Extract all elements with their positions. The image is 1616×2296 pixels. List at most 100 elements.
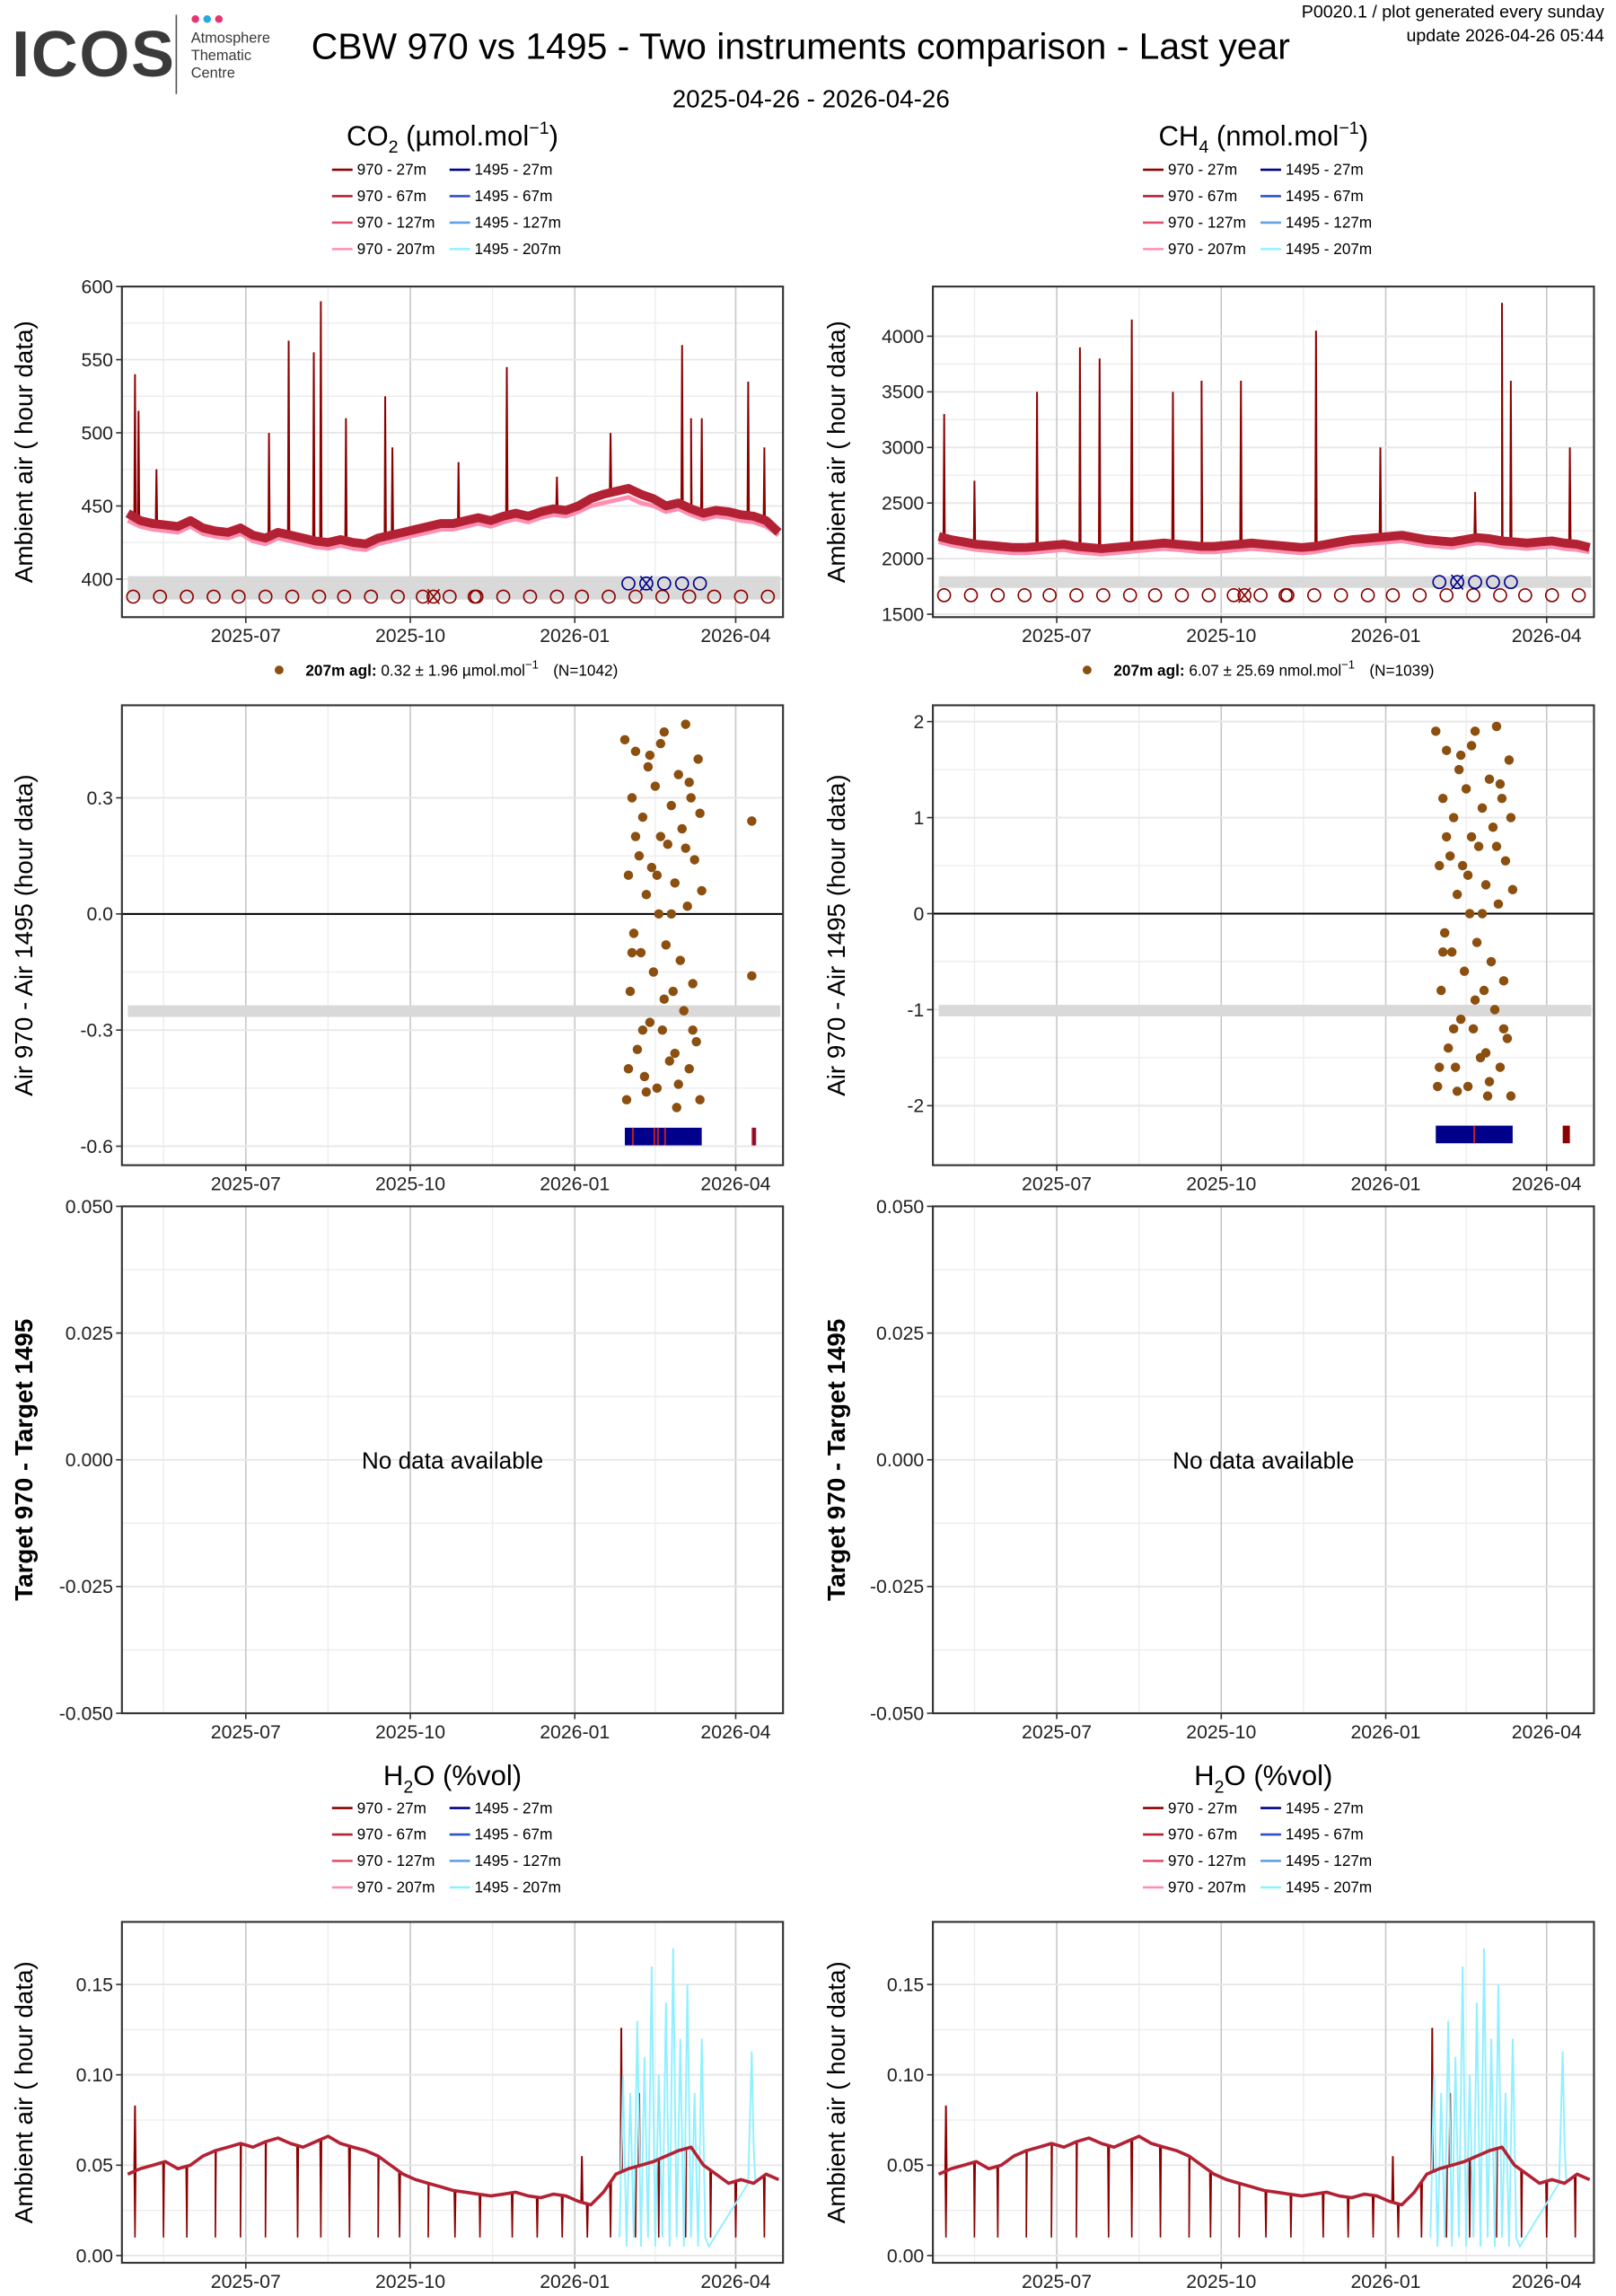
y-tick-label: 450 [82,496,113,517]
scatter-point [1448,1024,1459,1034]
legend-label: 970 - 27m [357,1799,426,1817]
legend-label: 970 - 207m [357,240,435,258]
y-tick-label: 0.10 [76,2064,113,2086]
y-tick-label: 600 [82,276,113,297]
co2-stats: 207m agl: 0.32 ± 1.96 µmol.mol−1 (N=1042) [275,658,618,680]
legend-label: 1495 - 127m [475,1852,561,1869]
scatter-point [1455,1014,1466,1025]
y-tick-label: 0.025 [66,1323,113,1344]
plot-area [127,1948,779,2249]
marker-970-circle [654,589,670,604]
h2o-title-left: H2O (%vol) [383,1760,522,1797]
y-tick-label: 3000 [882,437,924,459]
page-title: CBW 970 vs 1495 - Two instruments compar… [312,25,1290,66]
scatter-point [637,1025,648,1035]
legend-label: 1495 - 27m [1286,161,1364,179]
scatter-point [682,901,692,911]
y-tick-label: 500 [82,422,113,444]
y-tick-label: -0.025 [870,1576,924,1597]
marker-970-circle [1095,588,1111,603]
plot-area [933,721,1594,1144]
scatter-point [1437,947,1448,957]
scatter-point [1457,860,1468,871]
meta-line-1: P0020.1 / plot generated every sunday [1302,3,1604,22]
scatter-point [672,1103,681,1113]
y-tick-label: 3500 [882,382,924,403]
scatter-point [747,816,757,826]
scatter-point [652,1083,663,1094]
scatter-point [1507,884,1518,895]
y-tick-label: 0.10 [887,2064,924,2086]
marker-1495-circle [1468,575,1482,590]
marker-970-circle [364,589,379,604]
marker-970-circle [416,589,430,604]
scatter-point [1497,793,1507,804]
co2-title: CO2 (µmol.mol−1) [347,119,558,157]
scatter-point [1468,1024,1479,1034]
marker-970-circle [936,588,952,603]
panel-ch4-ambient: 2025-07 2025-10 2026-01 2026-04 1500 2000 2500… [822,286,1595,647]
scatter-point [686,793,696,803]
y-axis-title: Air 970 - Air 1495 (hour data) [822,774,850,1095]
marker-970-circle [1571,588,1586,603]
scatter-point [636,947,646,958]
legend-label: 970 - 67m [357,1825,426,1843]
marker-970-circle [760,589,776,604]
legend-label: 970 - 207m [1168,1878,1246,1896]
scatter-point [1461,784,1471,794]
x-tick-label: 2026-04 [700,2271,770,2292]
scatter-point [666,800,677,811]
x-tick-label: 2025-10 [375,1721,445,1743]
legend-label: 970 - 127m [1168,1852,1246,1869]
marker-970-circle [1412,588,1427,603]
scatter-point [650,781,661,791]
date-range: 2025-04-26 - 2026-04-26 [672,84,950,112]
flag-bar-1495 [624,1127,702,1146]
y-axis-title: Ambient air ( hour data) [10,1961,38,2223]
x-tick-label: 2025-10 [1186,625,1256,647]
panel-ch4-diff: 2025-07 2025-10 2026-01 2026-04 -2 -1 0 1 2 Air 9… [822,704,1595,1194]
y-tick-label: 2500 [882,493,924,515]
marker-970-circle [1237,588,1252,603]
scatter-point [675,955,685,965]
legend-label: 970 - 27m [357,161,426,179]
marker-970-circle [523,589,538,604]
y-tick-label: 0.0 [86,903,113,925]
logo-dot-icon [203,15,211,23]
y-tick-label: 0.00 [887,2245,924,2266]
legend-label: 1495 - 207m [475,1878,561,1896]
scatter-point [1470,995,1480,1005]
marker-970-circle [733,589,749,604]
scatter-point [747,971,757,981]
x-tick-label: 2026-04 [700,625,770,647]
plot-area [936,303,1592,603]
marker-970-circle [1517,588,1533,603]
panel-co2-diff: 2025-07 2025-10 2026-01 2026-04 -0.6 -0.3 0.0 0… [10,704,785,1194]
x-tick-label: 2025-07 [211,1721,281,1743]
scatter-point [1464,909,1475,919]
scatter-point [673,1079,683,1089]
scatter-point [643,761,654,772]
scatter-point [625,986,636,997]
scatter-point [661,940,672,950]
panel-frame [120,704,785,1166]
flag-tick-970 [631,1127,634,1146]
series-1495-207m [619,1948,757,2249]
x-tick-label: 2025-10 [375,625,445,647]
scatter-point [659,994,670,1004]
x-tick-label: 2026-01 [1350,625,1420,647]
x-tick-label: 2026-01 [1350,2271,1420,2292]
no-data-label: No data available [362,1447,543,1474]
legend-label: 1495 - 207m [475,240,561,258]
y-tick-label: 0.025 [876,1323,924,1344]
x-tick-label: 2025-10 [1186,1721,1256,1743]
marker-1495-cross [1450,574,1464,590]
y-tick-label: 0.3 [86,787,113,809]
scatter-point [664,1056,675,1066]
scatter-point [1495,1062,1506,1072]
legend-label: 1495 - 127m [1286,214,1372,232]
legend: 970 - 27m 1495 - 27m 970 - 67m 1495 - 67m 97… [1143,161,1372,258]
x-tick-label: 2026-01 [1350,1721,1420,1743]
marker-970-circle [549,589,565,604]
scatter-point [1455,750,1466,761]
